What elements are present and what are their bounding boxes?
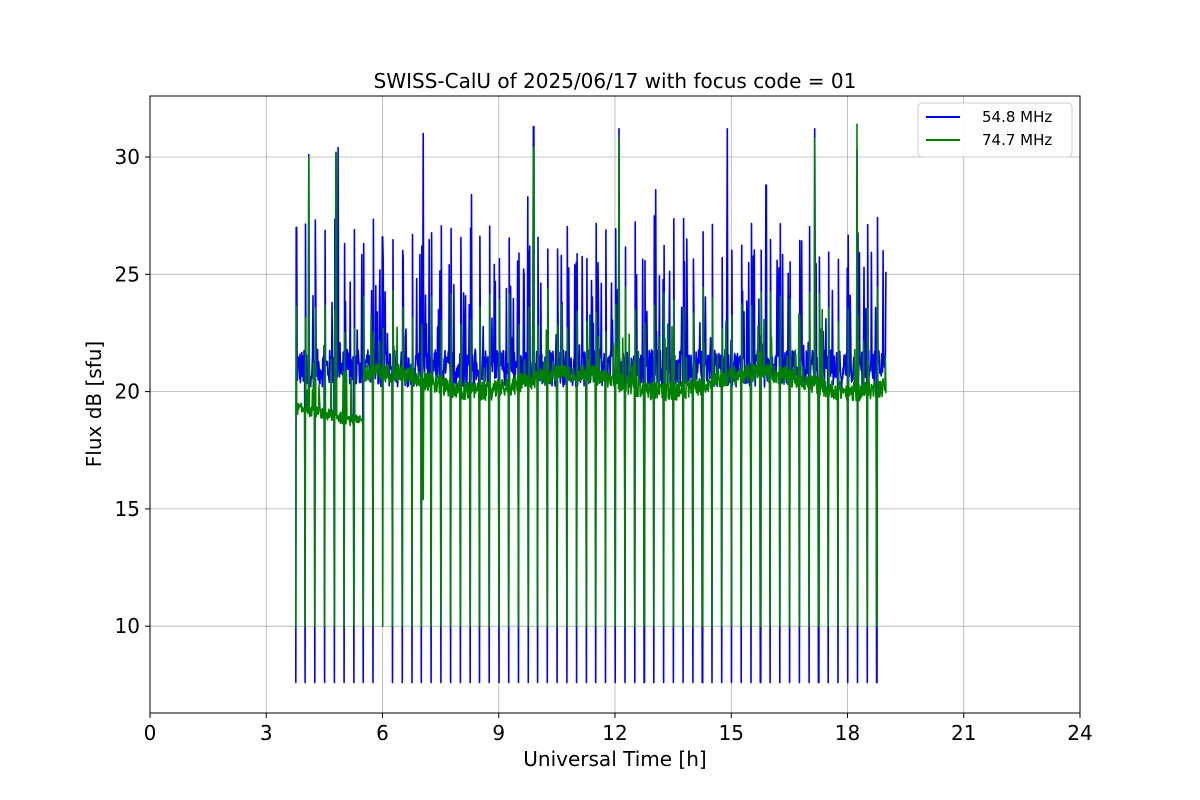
x-axis-ticks: 0 3 6 9 12 15 18 21 24 (144, 713, 1093, 745)
x-axis-label: Universal Time [h] (523, 747, 706, 771)
series-74-7-mhz-line (295, 123, 887, 627)
y-axis-ticks: 10 15 20 25 30 (115, 145, 150, 638)
series-54-8-mhz-line (295, 125, 887, 684)
y-tick-label: 25 (115, 262, 140, 286)
x-tick-label: 12 (602, 721, 627, 745)
x-tick-label: 21 (951, 721, 976, 745)
y-tick-label: 20 (115, 380, 140, 404)
x-tick-label: 24 (1067, 721, 1092, 745)
y-axis-label: Flux dB [sfu] (82, 341, 106, 467)
legend: 54.8 MHz 74.7 MHz (917, 102, 1073, 158)
x-tick-label: 6 (376, 721, 389, 745)
legend-label-74-7: 74.7 MHz (982, 131, 1052, 149)
series-layer (295, 123, 887, 684)
y-tick-label: 30 (115, 145, 140, 169)
x-tick-label: 3 (260, 721, 273, 745)
y-tick-label: 15 (115, 497, 140, 521)
y-tick-label: 10 (115, 614, 140, 638)
x-tick-label: 9 (492, 721, 505, 745)
chart-title: SWISS-CalU of 2025/06/17 with focus code… (374, 69, 857, 93)
legend-label-54-8: 54.8 MHz (982, 108, 1052, 126)
x-tick-label: 15 (719, 721, 744, 745)
x-tick-label: 0 (144, 721, 157, 745)
x-tick-label: 18 (835, 721, 860, 745)
